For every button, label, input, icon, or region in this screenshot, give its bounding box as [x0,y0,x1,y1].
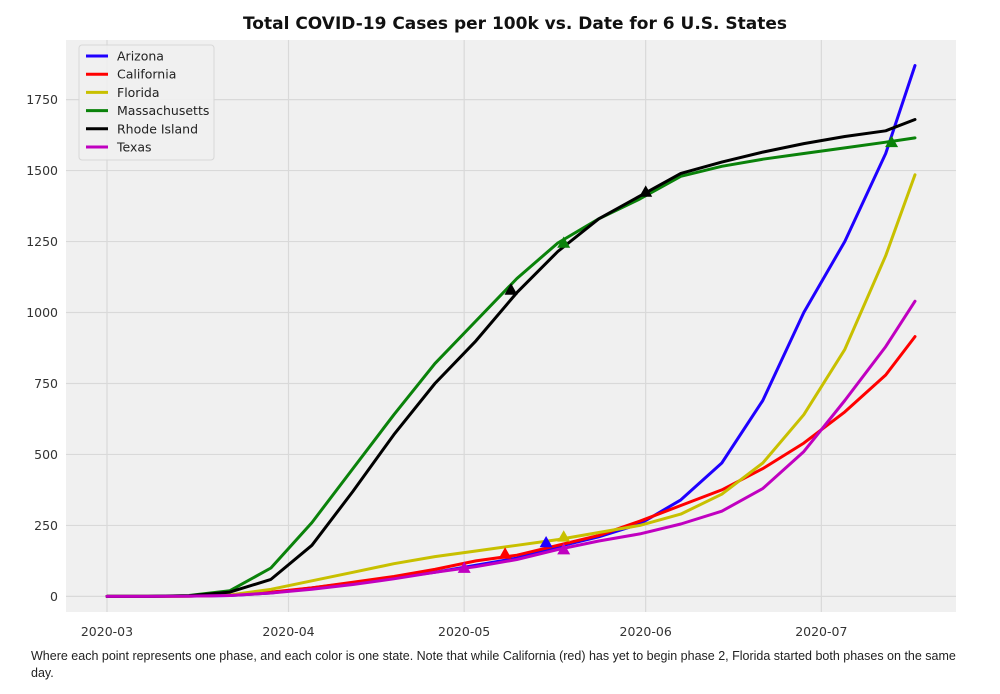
legend-label: Florida [117,85,160,100]
legend-label: California [117,67,176,82]
phase-markers [457,135,899,573]
axis-ticks: 0 250 500 750 1000 1250 1500 1750 2020-03 2020-04… [26,92,847,639]
series-line-rhode-island [105,118,917,598]
y-tick-label: 750 [34,376,58,391]
y-tick-label: 1000 [26,305,58,320]
phase-marker-texas [557,543,571,555]
series-line-texas [105,299,917,598]
series-line-florida [105,173,917,598]
phase-marker-florida [557,530,571,542]
x-tick-label: 2020-05 [438,624,490,639]
x-tick-label: 2020-06 [620,624,672,639]
legend-label: Massachusetts [117,103,209,118]
x-tick-label: 2020-03 [81,624,133,639]
phase-marker-arizona [539,536,553,548]
y-tick-label: 250 [34,518,58,533]
phase-marker-texas [457,561,471,573]
series-line-massachusetts [105,136,917,598]
chart-title: Total COVID-19 Cases per 100k vs. Date f… [242,14,788,34]
phase-marker-rhode-island [504,283,518,295]
y-tick-label: 0 [50,589,58,604]
phase-marker-massachusetts [885,135,899,148]
phase-marker-massachusetts [557,236,571,248]
phase-marker-california [498,547,512,559]
x-tick-label: 2020-07 [795,624,847,639]
y-tick-label: 1500 [26,163,58,178]
phase-marker-rhode-island [639,185,653,197]
x-tick-label: 2020-04 [262,624,314,639]
legend: Arizona California Florida Massachusetts Rho… [78,44,215,161]
figure-caption: Where each point represents one phase, a… [31,649,956,680]
y-tick-label: 1250 [26,234,58,249]
legend-label: Texas [116,140,152,155]
series-lines [105,64,917,598]
legend-label: Arizona [117,49,164,64]
legend-label: Rhode Island [117,121,198,136]
y-tick-label: 1750 [26,92,58,107]
line-chart: 0 250 500 750 1000 1250 1500 1750 2020-03 2020-04… [26,40,956,639]
legend-box [78,44,215,161]
y-tick-label: 500 [34,447,58,462]
